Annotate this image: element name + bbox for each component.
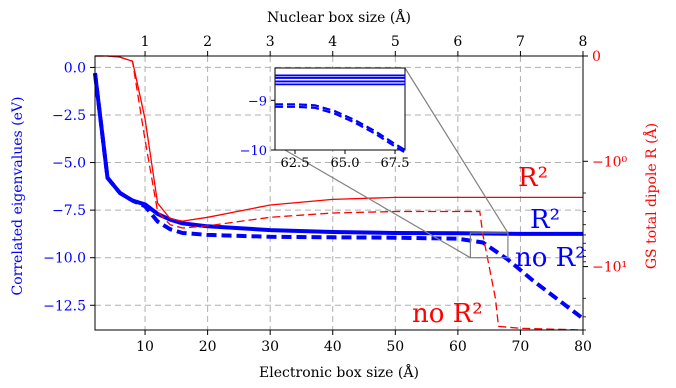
y-tick-label: −2.5 — [52, 108, 86, 124]
y-axis-label: Correlated eigenvalues (eV) — [10, 97, 26, 296]
x2-tick-label: 2 — [203, 34, 212, 50]
x2-tick-label: 1 — [141, 34, 150, 50]
y2-tick-label: −10¹ — [592, 260, 627, 276]
zoom-region-box — [469, 232, 509, 259]
inset-x-tick-label: 62.5 — [281, 156, 310, 171]
zoom-connector-line — [284, 149, 471, 259]
y-tick-label: −5.0 — [52, 156, 86, 172]
series-layer — [93, 55, 585, 331]
inset-y-tick-label: −10 — [240, 144, 267, 159]
x2-axis-label: Nuclear box size (Å) — [267, 8, 411, 26]
annotation-nor2-red: no R² — [412, 299, 483, 329]
inset-no-r2-line — [275, 103, 406, 151]
zoom-connector — [284, 67, 509, 259]
x2-tick-label: 4 — [328, 34, 337, 50]
y2-axis-label: GS total dipole R (Å) — [642, 123, 660, 269]
x2-tick-label: 6 — [453, 34, 462, 50]
inset-y-tick-label: −9 — [248, 94, 267, 109]
zoom-connector-line — [404, 67, 509, 234]
x-tick-label: 40 — [324, 339, 342, 355]
x-tick-label: 60 — [449, 339, 467, 355]
red-no-r2-line — [95, 55, 584, 331]
annotation-r2-red: R² — [518, 163, 548, 193]
x-tick-label: 80 — [574, 339, 592, 355]
x-tick-label: 70 — [512, 339, 530, 355]
blue-no-r2-line — [93, 72, 585, 321]
x-tick-label: 30 — [261, 339, 279, 355]
y2-tick-label: −10⁰ — [592, 154, 628, 170]
annotation-nor2-blue: no R² — [515, 243, 586, 273]
inset: 62.5 65.0 67.5 −9 −10 — [240, 67, 410, 171]
axes: 10 20 30 40 50 60 70 80 1 2 3 4 5 6 7 8 0.0 −2.5 −5.0 −7.5 −… — [43, 34, 627, 355]
x-tick-label: 50 — [386, 339, 404, 355]
y-tick-label: 0.0 — [64, 60, 86, 76]
y-tick-label: −10.0 — [43, 251, 86, 267]
annotation-r2-blue: R² — [530, 205, 560, 235]
inset-x-tick-label: 65.0 — [331, 156, 360, 171]
x2-tick-label: 8 — [579, 34, 588, 50]
y-tick-label: −7.5 — [52, 203, 86, 219]
x-tick-label: 20 — [199, 339, 217, 355]
y-tick-label: −12.5 — [43, 298, 86, 314]
x2-tick-label: 7 — [516, 34, 525, 50]
inset-frame — [274, 67, 406, 151]
plot-frame — [94, 55, 584, 331]
y2-tick-label: 0 — [592, 49, 601, 65]
inset-no-r2-line — [275, 105, 406, 154]
x-axis-label: Electronic box size (Å) — [259, 363, 419, 381]
x2-tick-label: 5 — [391, 34, 400, 50]
x-tick-label: 10 — [136, 339, 154, 355]
inset-x-tick-label: 67.5 — [381, 156, 410, 171]
x2-tick-label: 3 — [266, 34, 275, 50]
